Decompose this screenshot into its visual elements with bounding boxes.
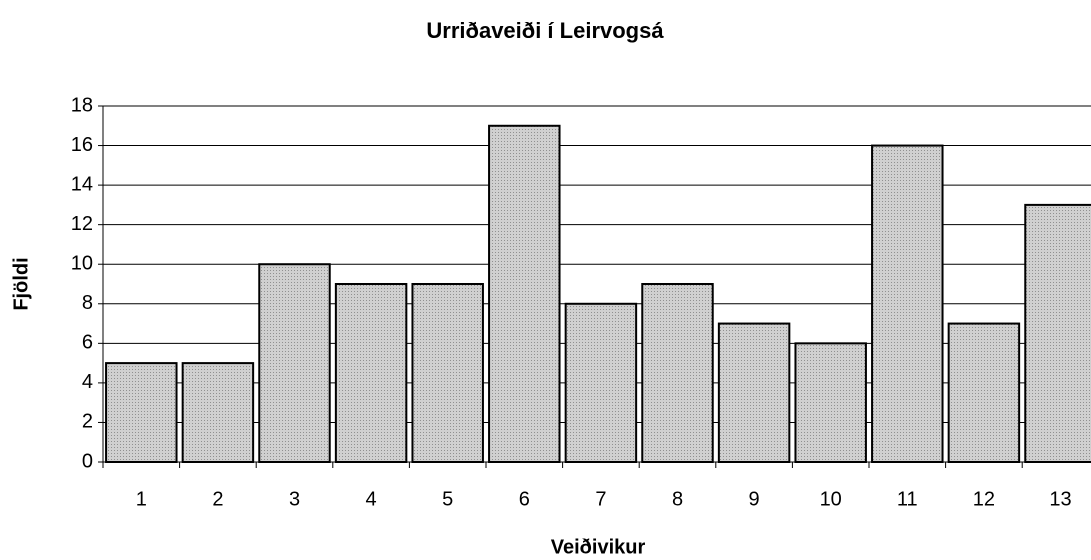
x-axis-title: Veiðivikur [551, 536, 646, 558]
x-tick-label: 3 [289, 488, 300, 510]
bar [641, 283, 714, 463]
bar [258, 263, 331, 463]
y-tick-label: 6 [82, 332, 93, 354]
bar [181, 362, 255, 463]
y-tick-label: 18 [71, 94, 93, 116]
bar [794, 342, 867, 464]
chart-title: Urriðaveiði í Leirvogsá [426, 18, 664, 43]
x-tick-label: 10 [820, 488, 842, 510]
x-tick-label: 4 [366, 488, 377, 510]
x-tick-label: 1 [136, 488, 147, 510]
bar [564, 302, 638, 463]
y-tick-label: 16 [71, 134, 93, 156]
y-axis-title: Fjöldi [10, 257, 32, 310]
y-tick-label: 0 [82, 450, 93, 472]
y-tick-label: 8 [82, 292, 93, 314]
x-tick-label: 6 [519, 488, 530, 510]
bar [105, 362, 178, 463]
y-tick-label: 12 [71, 213, 93, 235]
bar [411, 283, 484, 463]
y-tick-label: 10 [71, 253, 93, 275]
x-tick-label: 8 [672, 488, 683, 510]
bar [717, 322, 791, 463]
bar [488, 124, 561, 464]
bar [871, 144, 944, 464]
x-tick-label: 5 [442, 488, 453, 510]
bar [947, 322, 1021, 463]
y-tick-label: 4 [82, 371, 93, 393]
x-tick-label: 2 [212, 488, 223, 510]
bar [1024, 203, 1091, 463]
x-tick-label: 12 [973, 488, 995, 510]
x-tick-label: 11 [897, 488, 918, 510]
x-tick-label: 9 [749, 488, 760, 510]
x-tick-label: 13 [1049, 488, 1071, 510]
y-tick-label: 14 [71, 173, 93, 195]
x-tick-label: 7 [595, 488, 606, 510]
y-tick-label: 2 [82, 411, 93, 433]
bar [334, 283, 408, 463]
